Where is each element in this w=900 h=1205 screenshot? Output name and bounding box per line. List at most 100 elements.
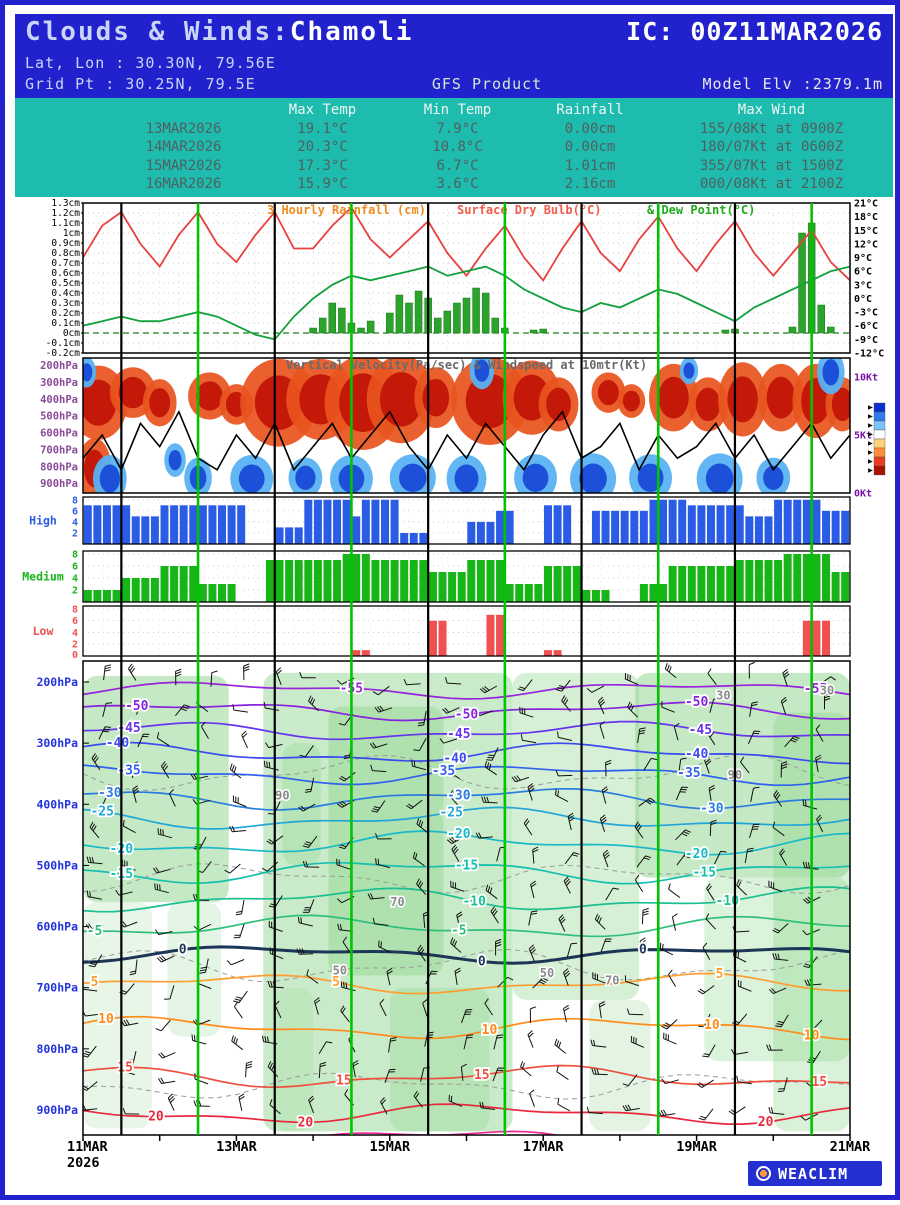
svg-text:20: 20 [298,1115,314,1130]
svg-text:30: 30 [820,684,834,698]
svg-text:500hPa: 500hPa [40,411,78,423]
temperature-contours [83,681,850,1135]
svg-text:8: 8 [72,495,78,506]
svg-text:0.9cm: 0.9cm [51,238,80,249]
svg-text:6°C: 6°C [854,267,872,278]
table-cell: 155/08Kt at 0900Z [699,120,844,137]
table-cell: 1.01cm [564,157,616,174]
weaclim-icon [756,1166,771,1181]
time-axis: 11MAR2026 13MAR 15MAR 17MAR 19MAR 21MAR [67,1135,871,1171]
rain-bars [309,222,835,334]
weaclim-logo: WEACLIM [748,1161,882,1186]
svg-text:5Kt: 5Kt [854,431,872,442]
svg-text:& Dew Point(°C): & Dew Point(°C) [647,203,755,217]
svg-text:13MAR: 13MAR [216,1139,258,1155]
svg-text:9°C: 9°C [854,253,872,264]
svg-text:-20: -20 [685,847,709,862]
svg-text:-50: -50 [685,695,709,710]
svg-text:High: High [29,514,57,528]
table-cell: 7.9°C [436,120,479,137]
svg-text:15: 15 [811,1075,827,1090]
day-separator-lines [120,203,813,1135]
svg-text:0Kt: 0Kt [854,489,872,500]
table-row: 13MAR2026 19.1°C 7.9°C 0.00cm 155/08Kt a… [15,120,893,139]
svg-text:-12°C: -12°C [854,349,884,360]
table-cell: 17.3°C [297,157,348,174]
svg-text:15: 15 [336,1074,352,1089]
weaclim-logo-text: WEACLIM [778,1164,849,1183]
svg-text:0.8cm: 0.8cm [51,248,80,259]
svg-text:Vertical Velocity(Pa/sec) & Wi: Vertical Velocity(Pa/sec) & Windspeed at… [286,358,647,372]
svg-text:Surface Dry Bulb(°C): Surface Dry Bulb(°C) [457,203,602,217]
svg-text:900hPa: 900hPa [36,1103,78,1117]
svg-text:-35: -35 [432,764,455,779]
svg-text:10: 10 [98,1012,114,1027]
svg-text:-40: -40 [443,752,467,767]
svg-text:30: 30 [716,689,730,703]
svg-text:10: 10 [482,1023,498,1038]
svg-text:-25: -25 [439,805,462,820]
svg-text:-30: -30 [447,789,471,804]
table-header-cell: Min Temp [423,102,492,118]
svg-text:0: 0 [639,943,647,958]
svg-text:0: 0 [179,943,187,958]
meteogram-chart: -55-55-50-50-50-45-45-45-40-40-40-35-35-… [22,198,886,1171]
svg-text:15: 15 [474,1068,490,1083]
svg-text:11MAR: 11MAR [67,1139,109,1155]
svg-text:2: 2 [72,586,78,597]
initial-condition-label: IC: 00Z11MAR2026 [626,17,883,46]
humidity-shading [83,672,850,1132]
table-header-cell: Rainfall [556,102,624,118]
header-meta-row: Grid Pt : 30.25N, 79.5E GFS Product Mode… [25,75,883,96]
table-cell: 0.00cm [564,139,616,156]
svg-text:15: 15 [117,1061,133,1076]
svg-text:0.5cm: 0.5cm [51,278,80,289]
table-cell-date: 13MAR2026 [145,120,222,137]
table-cell: 180/07Kt at 0600Z [699,139,844,156]
upper-air-pressure-labels: 200hPa 300hPa 400hPa 500hPa 600hPa 700hPa 800h… [36,675,89,1117]
svg-text:400hPa: 400hPa [40,394,78,406]
svg-text:800hPa: 800hPa [40,461,78,473]
svg-text:10Kt: 10Kt [854,373,878,384]
windspeed-line [83,409,850,472]
svg-text:20: 20 [148,1110,164,1125]
station-name: Chamoli [289,17,414,47]
svg-text:800hPa: 800hPa [36,1042,78,1056]
product-label: GFS Product [431,75,543,93]
dew-point-line [83,265,850,341]
svg-text:500hPa: 500hPa [36,858,78,872]
svg-text:18°C: 18°C [854,212,878,223]
svg-text:0: 0 [72,650,78,661]
table-row: 16MAR2026 15.9°C 3.6°C 2.16cm 000/08Kt a… [15,175,893,194]
svg-text:-15: -15 [455,858,478,873]
table-cell: 15.9°C [297,176,348,193]
table-cell: 2.16cm [564,176,616,193]
svg-text:90: 90 [275,789,289,803]
velocity-colorbar [868,402,886,476]
svg-text:4: 4 [72,517,78,528]
svg-text:700hPa: 700hPa [36,981,78,995]
svg-text:21MAR: 21MAR [830,1139,872,1155]
svg-text:19MAR: 19MAR [676,1139,718,1155]
svg-text:200hPa: 200hPa [40,360,78,372]
svg-text:4: 4 [72,574,78,585]
table-cell: 0.00cm [564,120,616,137]
svg-text:5: 5 [332,975,340,990]
svg-text:-5: -5 [451,924,467,939]
svg-text:5: 5 [716,967,724,982]
svg-text:0cm: 0cm [63,328,80,339]
svg-text:600hPa: 600hPa [40,428,78,440]
table-row: 14MAR2026 20.3°C 10.8°C 0.00cm 180/07Kt … [15,138,893,157]
svg-text:12°C: 12°C [854,239,878,250]
panel-upper-air: -55-55-50-50-50-45-45-45-40-40-40-35-35-… [36,660,851,1136]
svg-text:0.1cm: 0.1cm [51,318,80,329]
svg-text:70: 70 [390,895,404,909]
table-header-cell: Max Temp [288,102,357,118]
svg-text:21°C: 21°C [854,199,878,210]
svg-text:0°C: 0°C [854,294,872,305]
panel-rain-temp: 1.3cm1.2cm1.1cm1cm0.9cm0.8cm0.7cm0.6cm0.… [46,198,884,360]
